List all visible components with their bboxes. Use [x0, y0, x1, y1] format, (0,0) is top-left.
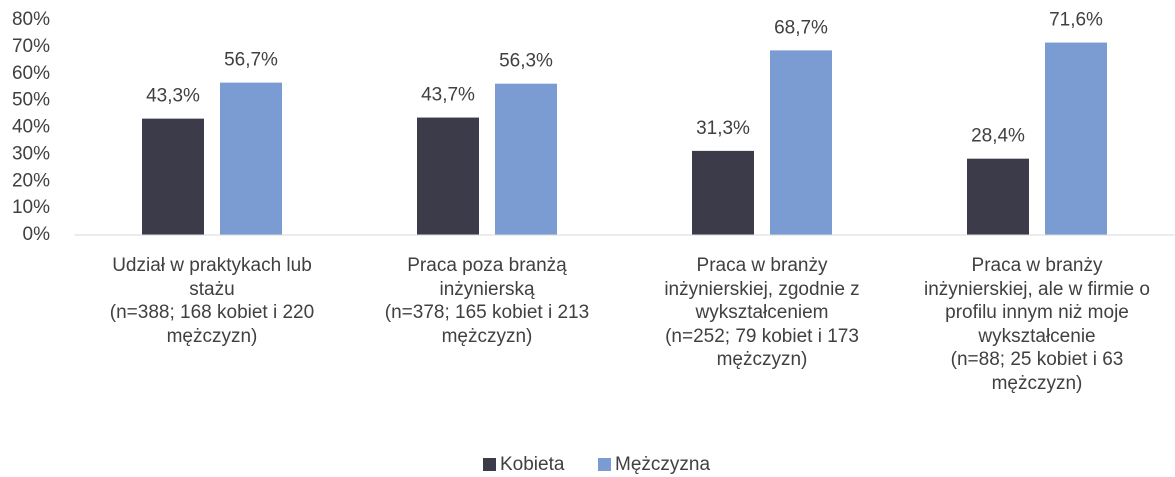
value-label: 43,3% — [146, 86, 200, 107]
legend-label: Kobieta — [500, 454, 565, 475]
x-tick-label: Udział w praktykach lub stażu (n=388; 16… — [109, 255, 315, 347]
value-label: 56,7% — [224, 50, 278, 71]
bar — [1045, 42, 1107, 236]
value-label: 28,4% — [971, 126, 1025, 147]
legend-swatch — [598, 458, 611, 471]
legend-label: Mężczyzna — [615, 454, 710, 475]
bar — [692, 150, 754, 235]
value-label: 43,7% — [421, 85, 475, 106]
x-tick-label: Praca poza branżą inżynierską (n=378; 16… — [384, 255, 590, 347]
y-tick-label: 0% — [23, 224, 51, 245]
y-tick-label: 50% — [12, 90, 50, 111]
value-label: 56,3% — [499, 51, 553, 72]
value-label: 71,6% — [1049, 10, 1103, 31]
y-tick-label: 20% — [12, 170, 50, 191]
y-tick-label: 80% — [12, 9, 50, 30]
value-label: 31,3% — [696, 118, 750, 139]
y-tick-label: 10% — [12, 197, 50, 218]
x-tick-label: Praca w branży inżynierskiej, zgodnie z … — [664, 255, 860, 370]
value-label: 68,7% — [774, 17, 828, 38]
legend-swatch — [483, 458, 496, 471]
y-tick-label: 70% — [12, 36, 50, 57]
bar — [417, 117, 479, 235]
bar — [495, 83, 557, 235]
bar — [967, 158, 1029, 235]
bar — [142, 118, 204, 235]
x-tick-label: Praca w branży inżynierskiej, ale w firm… — [924, 255, 1150, 394]
y-tick-label: 40% — [12, 117, 50, 138]
bar — [770, 50, 832, 236]
bar — [220, 82, 282, 236]
y-tick-label: 60% — [12, 63, 50, 84]
y-tick-label: 30% — [12, 143, 50, 164]
